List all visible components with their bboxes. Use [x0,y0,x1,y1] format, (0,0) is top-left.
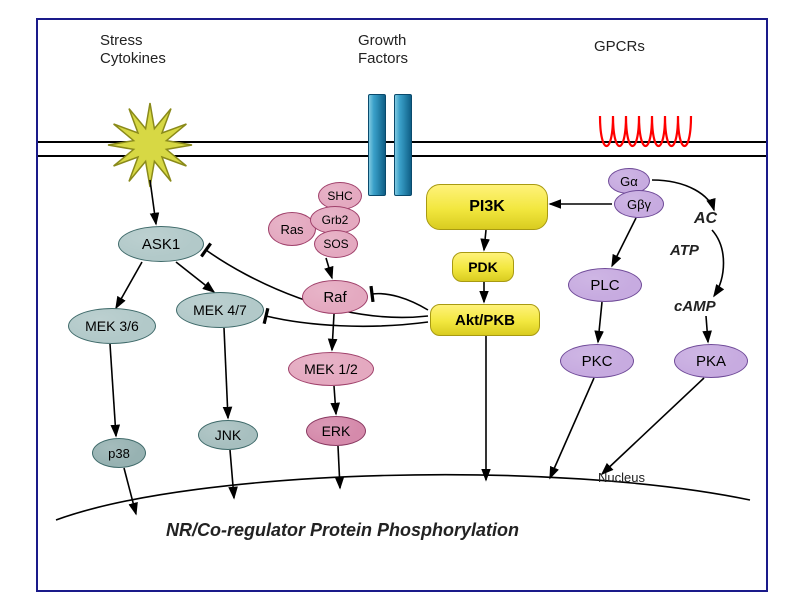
arrow-jnk-to-nucleus [230,450,234,498]
node-label: SOS [323,237,348,251]
node-label: PDK [468,259,498,275]
arrow-akt-inhibit-raf [372,294,428,310]
node-ras: Ras [268,212,316,246]
arrow-mek12-to-erk [334,386,336,414]
label-ac: AC [694,210,717,228]
node-ask1: ASK1 [118,226,204,262]
node-pka: PKA [674,344,748,378]
node-label: Grb2 [322,213,349,227]
node-plc: PLC [568,268,642,302]
node-label: JNK [215,427,241,443]
node-sos: SOS [314,230,358,258]
diagram-frame: Stress Cytokines Growth Factors GPCRs AS… [36,18,768,592]
node-p38: p38 [92,438,146,468]
node-pi3k: PI3K [426,184,548,230]
node-label: PKC [582,353,613,370]
header-stress-l1: Stress [100,32,143,49]
node-pdk: PDK [452,252,514,282]
arrow-akt-inhibit-mek47 [266,316,428,326]
header-stress-l2: Cytokines [100,50,166,67]
node-label: ERK [322,423,351,439]
node-label: PKA [696,353,726,370]
arrow-rascomplex-to-raf [326,258,332,278]
node-label: MEK 1/2 [304,361,358,377]
node-akt-pkb: Akt/PKB [430,304,540,336]
arrow-mek36-to-p38 [110,344,116,436]
node-mek47: MEK 4/7 [176,292,264,328]
node-label: Ras [280,222,303,237]
arrow-erk-to-nucleus [338,446,340,488]
node-label: p38 [108,446,130,461]
arrow-pkc-to-nucleus [550,378,594,478]
node-raf: Raf [302,280,368,314]
node-label: SHC [327,189,352,203]
node-mek12: MEK 1/2 [288,352,374,386]
header-gf-l1: Growth [358,32,406,49]
arrow-pka-to-nucleus [602,378,704,474]
arrow-camp-to-pka [706,316,708,342]
node-erk: ERK [306,416,366,446]
arrow-raf-to-mek12 [332,314,334,350]
arrow-ac-atp-to-camp [712,230,724,296]
stress-star-icon [95,90,205,200]
node-label: PI3K [469,198,505,216]
gpcr-7tm-icon [594,110,704,168]
arrow-mek47-to-jnk [224,328,228,418]
label-camp: cAMP [674,298,716,315]
header-gf-l2: Factors [358,50,408,67]
node-label: PLC [590,277,619,294]
node-label: MEK 3/6 [85,318,139,334]
arrow-p38-to-nucleus [124,468,136,514]
rtk-bar-right [394,94,412,196]
node-label: Gα [620,174,638,189]
node-g-beta-gamma: Gβγ [614,190,664,218]
node-label: Akt/PKB [455,312,515,329]
node-label: Gβγ [627,197,651,212]
node-label: ASK1 [142,236,180,253]
node-jnk: JNK [198,420,258,450]
label-atp: ATP [670,242,699,259]
arrow-ask1-to-mek36 [116,262,142,308]
nucleus-label: Nucleus [598,470,645,485]
header-gpcrs: GPCRs [594,38,645,55]
arrow-gby-to-plc [612,218,636,266]
bottom-title: NR/Co-regulator Protein Phosphorylation [166,520,519,541]
node-pkc: PKC [560,344,634,378]
node-mek36: MEK 3/6 [68,308,156,344]
arrow-ask1-to-mek47 [176,262,214,292]
arrow-pi3k-to-pdk [484,230,486,250]
node-label: Raf [323,289,346,306]
node-label: MEK 4/7 [193,302,247,318]
rtk-bar-left [368,94,386,196]
arrow-plc-to-pkc [598,302,602,342]
